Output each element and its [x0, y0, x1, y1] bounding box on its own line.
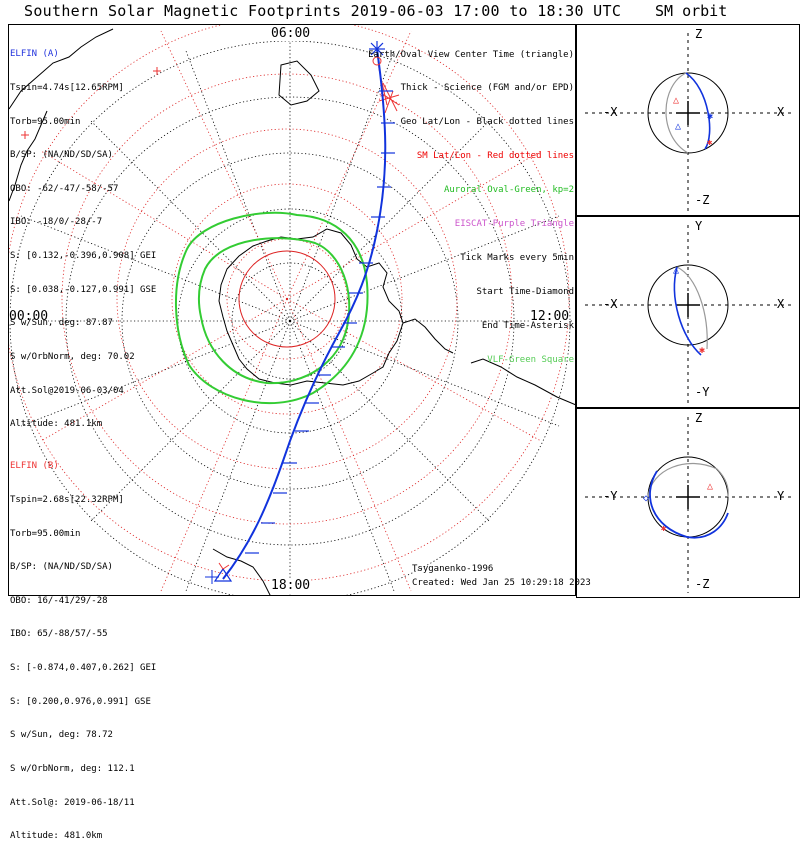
- svg-text:△: △: [673, 265, 679, 276]
- elfin-a-line: Att.Sol@2019-06-03/04: [10, 385, 124, 396]
- elfin-a-info: ELFIN (A) Tspin=4.74s[12.65RPM] Torb=95.…: [10, 27, 156, 442]
- elfin-b-line: S: [-0.874,0.407,0.262] GEI: [10, 663, 157, 674]
- africa-coastline: [212, 548, 271, 595]
- elfin-b-line: Torb=95.00min: [10, 528, 81, 539]
- legend-item: End Time-Asterisk: [481, 320, 574, 331]
- time-label-1200: 12:00: [530, 309, 570, 324]
- elfin-b-line: S w/Sun, deg: 78.72: [10, 730, 113, 741]
- polar-footprint-map: 06:00 00:00 12:00 18:00: [8, 24, 576, 596]
- south-america-coastline: [470, 358, 575, 406]
- sm-xz-left-axis: -X: [603, 105, 618, 119]
- sm-yz-right-axis: Y: [777, 489, 785, 503]
- elfin-a-footprint-track: [222, 48, 387, 580]
- sm-orbit-title: SM orbit: [655, 2, 728, 20]
- elfin-a-line: OBO: -62/-47/-58/-57: [10, 183, 119, 194]
- time-label-0600: 06:00: [271, 26, 311, 41]
- legend-item: Geo Lat/Lon - Black dotted lines: [400, 117, 574, 128]
- elfin-a-tick-marks: [245, 90, 395, 554]
- sm-panel-xz-canvas: ✱ △ △ ✱: [585, 33, 791, 211]
- elfin-b-name: ELFIN (B): [10, 461, 59, 472]
- elfin-a-line: Tspin=4.74s[12.65RPM]: [10, 83, 124, 94]
- legend-item: SM Lat/Lon - Red dotted lines: [416, 151, 574, 162]
- view-center-triangle: [213, 567, 233, 582]
- elfin-a-line: S w/Sun, deg: 87.87: [10, 318, 113, 329]
- svg-text:◇: ◇: [643, 493, 649, 504]
- time-label-1800: 18:00: [271, 578, 311, 593]
- elfin-b-line: S w/OrbNorm, deg: 112.1: [10, 763, 135, 774]
- elfin-b-line: Tspin=2.68s[22.32RPM]: [10, 495, 124, 506]
- elfin-a-name: ELFIN (A): [10, 49, 59, 60]
- sm-panel-xz: ✱ △ △ ✱ Z -Z -X X: [576, 24, 800, 216]
- auroral-oval: [175, 211, 369, 405]
- sm-yz-bottom-axis: -Z: [695, 577, 710, 591]
- elfin-a-end-asterisk: [205, 570, 219, 584]
- sm-yz-top-axis: Z: [695, 411, 703, 425]
- new-zealand-coastline: [278, 60, 320, 106]
- elfin-b-line: B/SP: (NA/ND/SD/SA): [10, 562, 113, 573]
- legend-item: Start Time-Diamond: [476, 286, 574, 297]
- legend-item: VLF-Green Square: [487, 354, 574, 365]
- geo-longitude-lines: [13, 31, 573, 595]
- red-markers: [21, 67, 230, 570]
- svg-text:✱: ✱: [707, 111, 713, 122]
- elfin-a-start-asterisk: [369, 41, 385, 57]
- australia-inner: [9, 110, 48, 202]
- svg-text:✱: ✱: [661, 524, 667, 534]
- sm-latitude-circles: [9, 25, 570, 582]
- elfin-a-line: Altitude: 481.1km: [10, 419, 103, 430]
- svg-text:△: △: [673, 95, 679, 106]
- sm-xy-top-axis: Y: [695, 219, 703, 233]
- footer-credit: Tsyganenko-1996: [412, 564, 494, 574]
- elfin-a-line: S: [0.038,-0.127,0.991] GSE: [10, 284, 157, 295]
- time-label-0000: 00:00: [9, 309, 49, 324]
- sm-xy-left-axis: -X: [603, 297, 618, 311]
- svg-text:✱: ✱: [707, 138, 713, 148]
- antarctic-peninsula: [402, 318, 454, 354]
- elfin-b-line: Att.Sol@: 2019-06-18/11: [10, 797, 135, 808]
- sm-yz-left-axis: -Y: [603, 489, 618, 503]
- legend-item: Thick - Science (FGM and/or EPD): [400, 83, 574, 94]
- sm-panel-xy-canvas: △ ✱: [585, 225, 791, 403]
- sm-pole-circle: [238, 250, 336, 348]
- elfin-b-line: S: [0.200,0.976,0.991] GSE: [10, 696, 151, 707]
- sm-xy-bottom-axis: -Y: [695, 385, 710, 399]
- map-legend: Earth/Oval View Center Time (triangle) T…: [368, 27, 574, 377]
- sm-panel-yz-canvas: ◇ △ ✱: [585, 417, 791, 593]
- legend-item: Tick Marks every 5min: [460, 252, 574, 263]
- elfin-a-line: S: [0.132,-0.396,0.908] GEI: [10, 251, 157, 262]
- legend-item: Auroral Oval-Green, kp=2: [443, 185, 574, 196]
- legend-item: EISCAT-Purple Triangle: [454, 219, 574, 230]
- polar-map-canvas: [9, 25, 575, 595]
- elfin-a-line: IBO: -18/0/-28/-7: [10, 217, 103, 228]
- elfin-b-line: Altitude: 481.0km: [10, 831, 103, 842]
- legend-item: Earth/Oval View Center Time (triangle): [368, 49, 574, 60]
- antarctica-coastline: [218, 228, 404, 386]
- sm-xz-right-axis: X: [777, 105, 785, 119]
- elfin-b-info: ELFIN (B) Tspin=2.68s[22.32RPM] Torb=95.…: [10, 439, 156, 854]
- elfin-a-line: S w/OrbNorm, deg: 70.02: [10, 351, 135, 362]
- elfin-b-line: IBO: 65/-88/57/-55: [10, 629, 108, 640]
- svg-text:✱: ✱: [699, 345, 705, 356]
- elfin-a-line: B/SP: (NA/ND/SD/SA): [10, 150, 113, 161]
- australia-coastline: [9, 28, 114, 110]
- footer-created: Created: Wed Jan 25 10:29:18 2023: [412, 578, 591, 588]
- elfin-b-line: OBO: 16/-41/29/-28: [10, 595, 108, 606]
- sm-xy-right-axis: X: [777, 297, 785, 311]
- sm-panel-xy: △ ✱ Y -Y -X X: [576, 216, 800, 408]
- elfin-a-line: Torb=95.00min: [10, 116, 81, 127]
- sm-panel-yz: ◇ △ ✱ Z -Z -Y Y: [576, 408, 800, 598]
- sm-xz-bottom-axis: -Z: [695, 193, 710, 207]
- elfin-b-marker: [372, 56, 382, 66]
- svg-text:△: △: [675, 121, 681, 132]
- sm-xz-top-axis: Z: [695, 27, 703, 41]
- svg-text:△: △: [707, 481, 713, 492]
- page-title: Southern Solar Magnetic Footprints 2019-…: [24, 2, 622, 20]
